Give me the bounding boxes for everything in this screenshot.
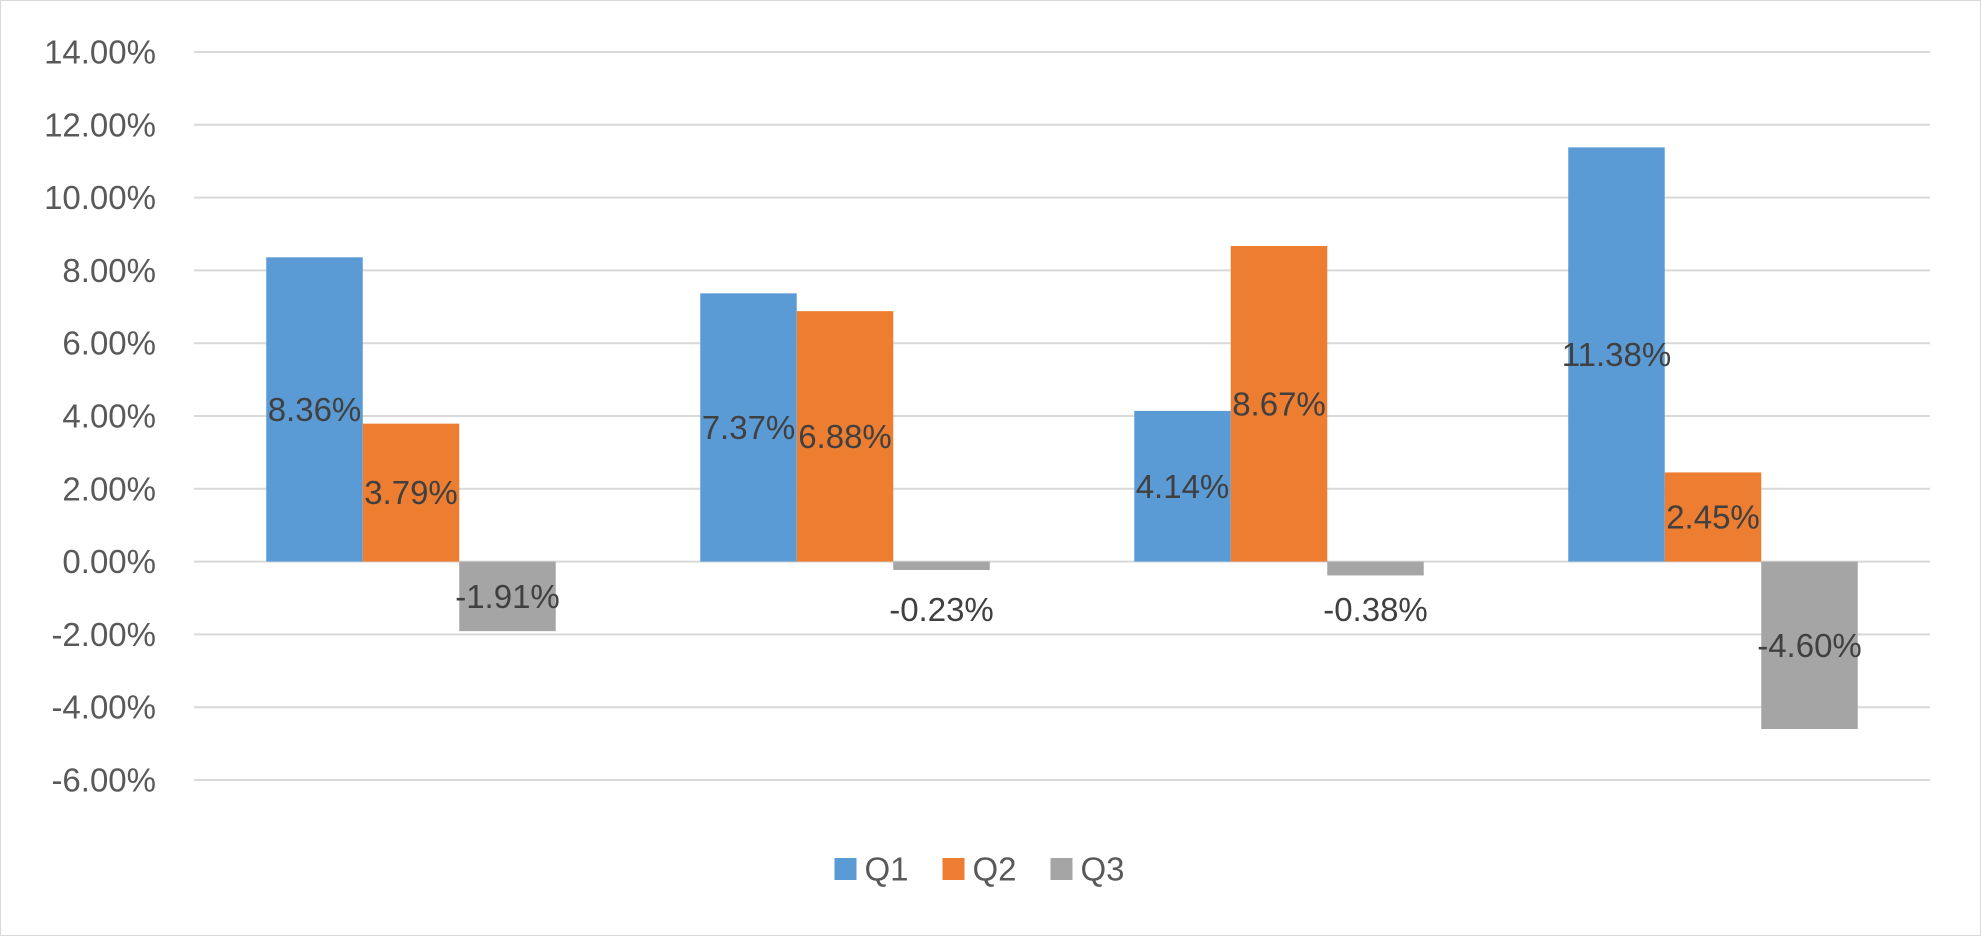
data-label-q1-1: 8.36% — [268, 391, 362, 428]
y-tick-label: 0.00% — [62, 543, 156, 580]
bars — [266, 147, 1858, 730]
data-label-q3-1: -1.91% — [455, 578, 560, 615]
legend-label-q2: Q2 — [973, 851, 1017, 888]
data-label-q3-4: -4.60% — [1757, 627, 1862, 664]
data-label-q3-2: -0.23% — [889, 591, 994, 628]
bar-q1-4 — [1568, 147, 1665, 562]
bar-q1-2 — [700, 293, 797, 562]
y-tick-label: 8.00% — [62, 252, 156, 289]
bar-q3-2 — [893, 561, 990, 570]
legend-label-q3: Q3 — [1081, 851, 1125, 888]
bar-q1-1 — [266, 257, 363, 562]
legend: Q1 Q2 Q3 — [834, 851, 1125, 888]
legend-swatch-q1 — [834, 858, 857, 880]
bar-q1-3 — [1134, 410, 1231, 562]
data-label-q2-1: 3.79% — [364, 474, 458, 511]
data-label-q1-3: 4.14% — [1136, 468, 1230, 505]
legend-swatch-q3 — [1050, 858, 1073, 880]
legend-swatch-q2 — [942, 858, 965, 880]
y-tick-label: 10.00% — [44, 179, 156, 216]
y-axis-labels: 14.00% 12.00% 10.00% 8.00% 6.00% 4.00% 2.00% 0.… — [44, 34, 156, 799]
data-label-q2-2: 6.88% — [798, 418, 892, 455]
y-tick-label: 4.00% — [62, 398, 156, 435]
bar-q2-2 — [796, 311, 894, 562]
bar-q3-3 — [1327, 561, 1424, 576]
y-tick-label: -6.00% — [51, 762, 156, 799]
data-label-q1-2: 7.37% — [702, 409, 796, 446]
gridlines — [194, 51, 1930, 781]
y-tick-label: -2.00% — [51, 616, 156, 653]
data-label-q2-4: 2.45% — [1666, 499, 1760, 536]
bar-q2-1 — [362, 423, 460, 562]
data-label-q1-4: 11.38% — [1562, 336, 1671, 373]
legend-label-q1: Q1 — [865, 851, 909, 888]
bar-q2-3 — [1230, 246, 1328, 562]
bar-q2-4 — [1664, 472, 1762, 562]
data-label-q3-3: -0.38% — [1323, 591, 1428, 628]
y-tick-label: 2.00% — [62, 470, 156, 507]
bar-q3-4 — [1761, 561, 1858, 730]
data-label-q2-3: 8.67% — [1232, 385, 1326, 422]
data-labels: 8.36% 7.37% 4.14% 11.38% 3.79% 6.88% 8.67% 2.45… — [268, 336, 1862, 664]
y-tick-label: 12.00% — [44, 106, 156, 143]
y-tick-label: -4.00% — [51, 689, 156, 726]
y-tick-label: 6.00% — [62, 325, 156, 362]
y-tick-label: 14.00% — [44, 34, 156, 71]
bar-q3-1 — [459, 561, 556, 632]
